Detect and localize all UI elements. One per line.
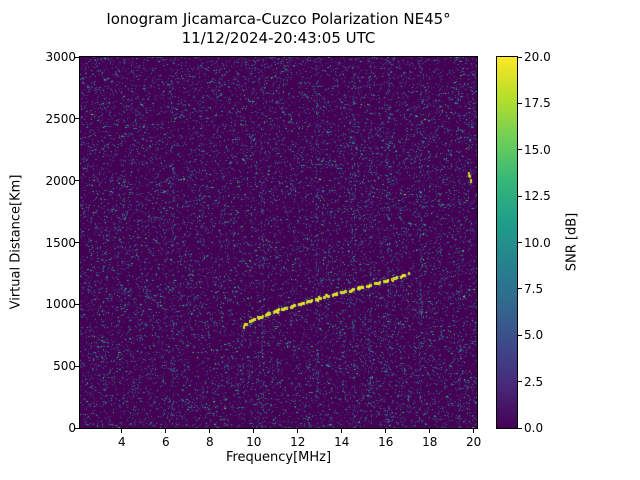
x-tick-label: 8 [205,435,214,449]
colorbar-tick-mark [518,102,522,104]
y-tick-label: 3000 [45,50,76,64]
colorbar [496,56,518,429]
x-tick-label: 16 [378,435,394,449]
colorbar-tick-mark [518,56,522,58]
x-tick-mark [341,429,343,433]
x-tick-label: 14 [334,435,350,449]
x-tick-label: 10 [246,435,262,449]
x-tick-label: 18 [422,435,438,449]
colorbar-tick-mark [518,288,522,290]
colorbar-tick-label: 10.0 [524,235,551,250]
colorbar-tick-mark [518,242,522,243]
colorbar-tick-label: 5.0 [524,328,544,343]
y-tick-mark [75,427,79,429]
x-tick-mark [473,429,475,433]
y-tick-mark [75,118,79,120]
colorbar-tick-mark [518,381,522,383]
colorbar-tick-label: 15.0 [524,142,551,157]
y-tick-mark [75,365,79,367]
y-tick-mark [75,56,79,58]
colorbar-tick-mark [518,334,522,336]
colorbar-tick-label: 12.5 [524,189,551,204]
colorbar-tick-mark [518,195,522,197]
x-tick-mark [385,429,387,433]
y-tick-label: 0 [68,421,76,435]
y-tick-label: 2000 [45,173,76,188]
y-tick-label: 500 [53,359,76,374]
colorbar-tick-label: 0.0 [524,421,544,435]
x-tick-mark [121,429,123,433]
y-tick-label: 1000 [45,297,76,312]
x-tick-label: 12 [290,435,306,449]
colorbar-tick-mark [518,427,522,429]
y-tick-mark [75,303,79,305]
colorbar-tick-mark [518,149,522,151]
colorbar-tick-label: 17.5 [524,96,551,111]
x-tick-mark [209,429,211,433]
y-tick-mark [75,180,79,182]
chart-title: Ionogram Jicamarca-Cuzco Polarization NE… [106,10,451,28]
x-tick-label: 4 [117,435,126,449]
colorbar-tick-label: 2.5 [524,374,544,389]
x-tick-label: 6 [161,435,170,449]
x-tick-mark [429,429,431,433]
x-tick-mark [253,429,255,433]
heatmap-canvas [79,56,478,429]
colorbar-label: SNR [dB] [564,212,580,272]
y-tick-label: 1500 [45,235,76,250]
y-tick-mark [75,242,79,243]
chart-subtitle: 11/12/2024-20:43:05 UTC [181,29,376,47]
y-tick-label: 2500 [45,111,76,126]
colorbar-tick-label: 7.5 [524,281,544,296]
x-axis-label: Frequency[MHz] [225,450,332,465]
x-tick-mark [165,429,167,433]
y-axis-label: Virtual Distance[Km] [8,174,24,310]
x-tick-label: 20 [466,435,482,449]
colorbar-tick-label: 20.0 [524,50,551,64]
x-tick-mark [297,429,299,433]
